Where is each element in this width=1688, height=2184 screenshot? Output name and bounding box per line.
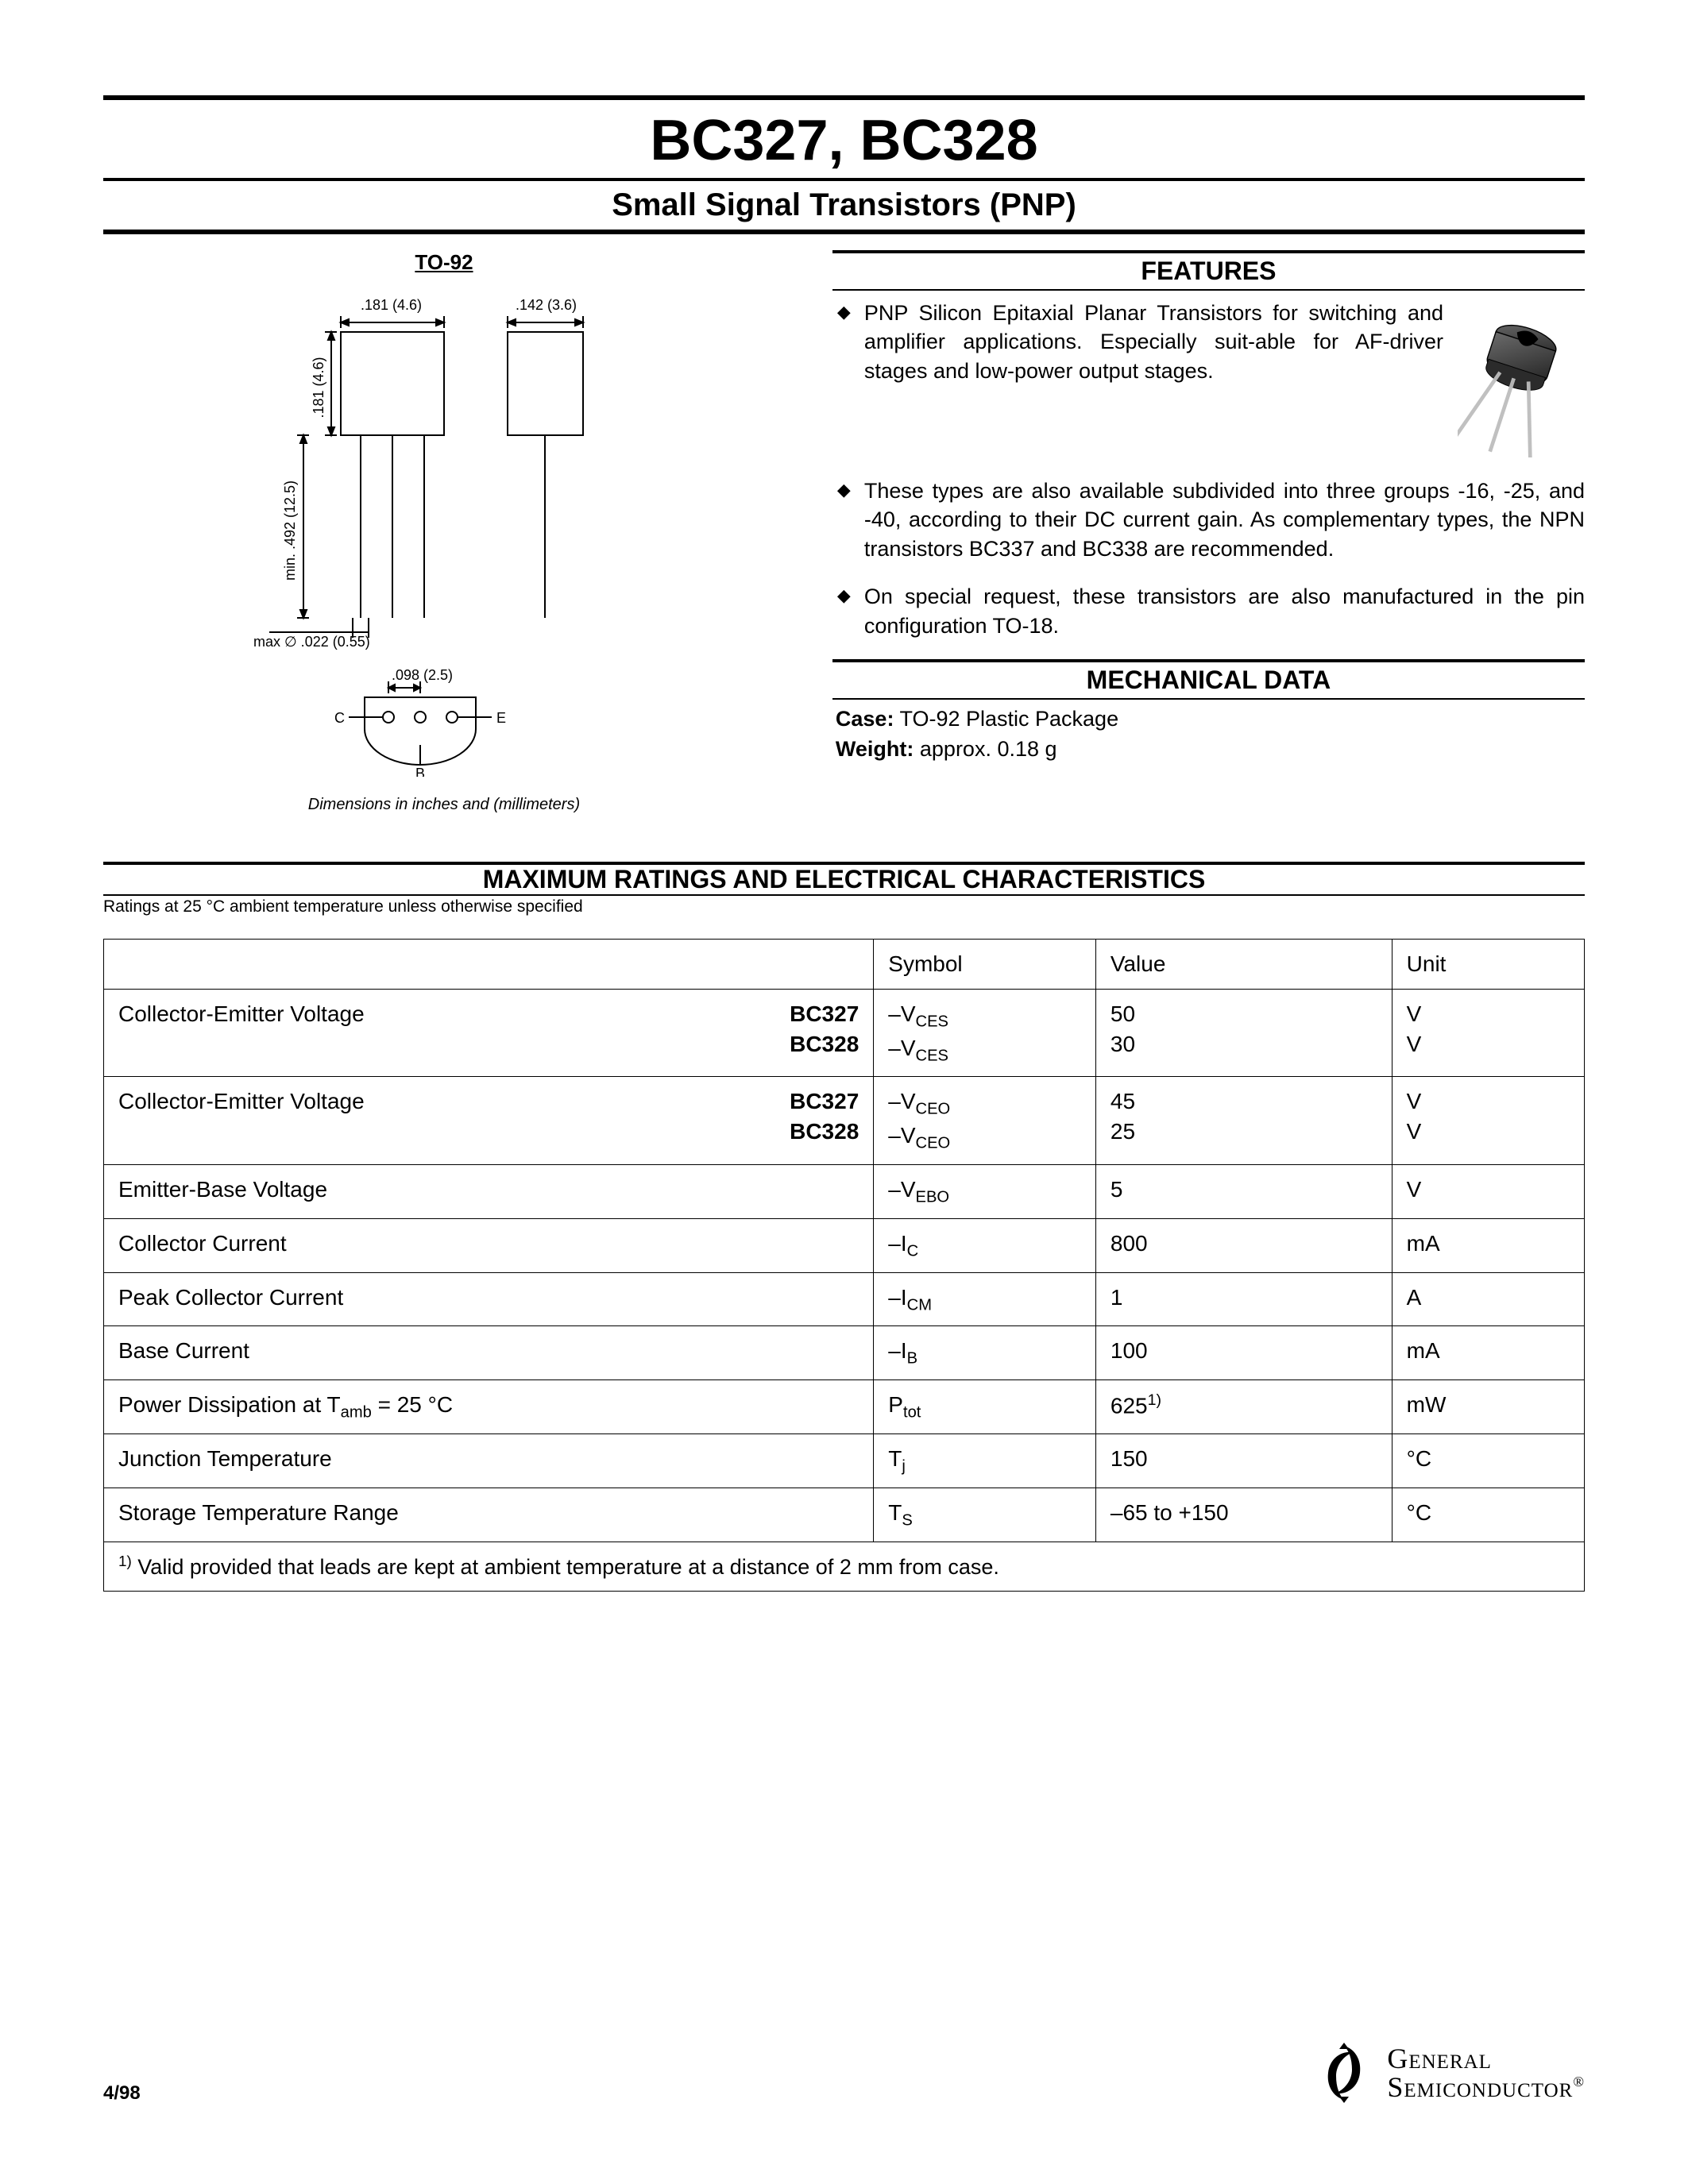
- case-value: TO-92 Plastic Package: [899, 707, 1118, 731]
- weight-label: Weight:: [836, 737, 914, 761]
- value-cell: 1: [1095, 1272, 1392, 1326]
- value-cell: 5030: [1095, 989, 1392, 1077]
- features-heading: FEATURES: [832, 253, 1585, 289]
- mechanical-body: Case: TO-92 Plastic Package Weight: appr…: [832, 700, 1585, 765]
- unit-cell: °C: [1392, 1433, 1584, 1488]
- feature-item: These types are also available subdivide…: [837, 477, 1585, 563]
- ratings-footnote-row: 1) Valid provided that leads are kept at…: [104, 1542, 1585, 1591]
- dim-pin-pitch: .098 (2.5): [392, 667, 453, 683]
- ratings-table: Symbol Value Unit Collector-Emitter Volt…: [103, 939, 1585, 1592]
- unit-cell: mA: [1392, 1326, 1584, 1380]
- feature-text: On special request, these transistors ar…: [864, 585, 1585, 637]
- value-cell: 150: [1095, 1433, 1392, 1488]
- pin-e-label: E: [496, 710, 506, 726]
- table-row: Junction TemperatureTj150°C: [104, 1433, 1585, 1488]
- unit-cell: mA: [1392, 1218, 1584, 1272]
- symbol-cell: –VCES–VCES: [874, 989, 1096, 1077]
- feature-text: These types are also available subdivide…: [864, 479, 1585, 561]
- registered-mark: ®: [1573, 2074, 1585, 2089]
- param-cell: Power Dissipation at Tamb = 25 °C: [104, 1380, 874, 1434]
- col-value-header: Value: [1095, 940, 1392, 990]
- brand: General Semiconductor®: [1312, 2041, 1585, 2105]
- param-cell: Storage Temperature Range: [104, 1488, 874, 1542]
- param-cell: Collector-Emitter VoltageBC327BC328: [104, 989, 874, 1077]
- footer-date: 4/98: [103, 2082, 141, 2105]
- table-row: Storage Temperature RangeTS–65 to +150°C: [104, 1488, 1585, 1542]
- value-cell: 100: [1095, 1326, 1392, 1380]
- value-cell: 4525: [1095, 1077, 1392, 1165]
- dim-front-width: .181 (4.6): [361, 297, 422, 313]
- package-drawing: TO-92: [103, 250, 785, 814]
- brand-line1: General: [1387, 2043, 1492, 2074]
- dim-lead-dia: max ∅ .022 (0.55): [253, 634, 370, 650]
- param-cell: Emitter-Base Voltage: [104, 1164, 874, 1218]
- package-label: TO-92: [415, 250, 473, 275]
- transistor-photo-icon: [1458, 299, 1585, 457]
- param-cell: Collector-Emitter VoltageBC327BC328: [104, 1077, 874, 1165]
- brand-text: General Semiconductor®: [1387, 2044, 1585, 2101]
- param-cell: Junction Temperature: [104, 1433, 874, 1488]
- dim-lead-length: min. .492 (12.5): [282, 480, 298, 581]
- package-diagram: .181 (4.6) .142 (3.6) .181 (4.6) min. .4…: [222, 284, 666, 777]
- symbol-cell: –ICM: [874, 1272, 1096, 1326]
- features-column: FEATURES PNP Silicon Epitaxial Planar Tr…: [832, 250, 1585, 814]
- value-cell: 5: [1095, 1164, 1392, 1218]
- table-row: Collector Current–IC800mA: [104, 1218, 1585, 1272]
- unit-cell: A: [1392, 1272, 1584, 1326]
- case-label: Case:: [836, 707, 894, 731]
- value-cell: 6251): [1095, 1380, 1392, 1434]
- pin-b-label: B: [415, 766, 425, 777]
- table-row: Power Dissipation at Tamb = 25 °CPtot625…: [104, 1380, 1585, 1434]
- symbol-cell: –IC: [874, 1218, 1096, 1272]
- param-cell: Base Current: [104, 1326, 874, 1380]
- table-row: Base Current–IB100mA: [104, 1326, 1585, 1380]
- col-param-header: [104, 940, 874, 990]
- feature-item: PNP Silicon Epitaxial Planar Transistors…: [837, 299, 1585, 457]
- ratings-section: MAXIMUM RATINGS AND ELECTRICAL CHARACTER…: [103, 862, 1585, 1592]
- pin-c-label: C: [334, 710, 345, 726]
- symbol-cell: –IB: [874, 1326, 1096, 1380]
- dim-side-width: .142 (3.6): [516, 297, 577, 313]
- symbol-cell: TS: [874, 1488, 1096, 1542]
- upper-columns: TO-92: [103, 250, 1585, 814]
- symbol-cell: Tj: [874, 1433, 1096, 1488]
- ratings-note: Ratings at 25 °C ambient temperature unl…: [103, 896, 1585, 939]
- dim-front-height: .181 (4.6): [311, 357, 326, 418]
- weight-value: approx. 0.18 g: [920, 737, 1057, 761]
- col-unit-header: Unit: [1392, 940, 1584, 990]
- param-cell: Collector Current: [104, 1218, 874, 1272]
- page-title: BC327, BC328: [103, 100, 1585, 178]
- page-footer: 4/98 General Semiconductor®: [103, 2041, 1585, 2105]
- unit-cell: V: [1392, 1164, 1584, 1218]
- col-symbol-header: Symbol: [874, 940, 1096, 990]
- param-cell: Peak Collector Current: [104, 1272, 874, 1326]
- symbol-cell: Ptot: [874, 1380, 1096, 1434]
- value-cell: –65 to +150: [1095, 1488, 1392, 1542]
- dimensions-note: Dimensions in inches and (millimeters): [308, 796, 580, 814]
- brand-line2: Semiconductor: [1387, 2071, 1573, 2103]
- rule-subtitle-below: [103, 230, 1585, 234]
- ratings-footnote: 1) Valid provided that leads are kept at…: [104, 1542, 1585, 1591]
- feature-text: PNP Silicon Epitaxial Planar Transistors…: [864, 299, 1443, 385]
- table-row: Peak Collector Current–ICM1A: [104, 1272, 1585, 1326]
- feature-item: On special request, these transistors ar…: [837, 582, 1585, 640]
- mechanical-heading: MECHANICAL DATA: [832, 662, 1585, 698]
- symbol-cell: –VCEO–VCEO: [874, 1077, 1096, 1165]
- table-row: Collector-Emitter VoltageBC327BC328–VCES…: [104, 989, 1585, 1077]
- value-cell: 800: [1095, 1218, 1392, 1272]
- table-row: Collector-Emitter VoltageBC327BC328–VCEO…: [104, 1077, 1585, 1165]
- table-header-row: Symbol Value Unit: [104, 940, 1585, 990]
- features-list: PNP Silicon Epitaxial Planar Transistors…: [832, 291, 1585, 640]
- unit-cell: VV: [1392, 989, 1584, 1077]
- ratings-heading: MAXIMUM RATINGS AND ELECTRICAL CHARACTER…: [103, 865, 1585, 894]
- unit-cell: °C: [1392, 1488, 1584, 1542]
- brand-logo-icon: [1312, 2041, 1376, 2105]
- table-row: Emitter-Base Voltage–VEBO5V: [104, 1164, 1585, 1218]
- page-subtitle: Small Signal Transistors (PNP): [103, 181, 1585, 230]
- symbol-cell: –VEBO: [874, 1164, 1096, 1218]
- unit-cell: VV: [1392, 1077, 1584, 1165]
- unit-cell: mW: [1392, 1380, 1584, 1434]
